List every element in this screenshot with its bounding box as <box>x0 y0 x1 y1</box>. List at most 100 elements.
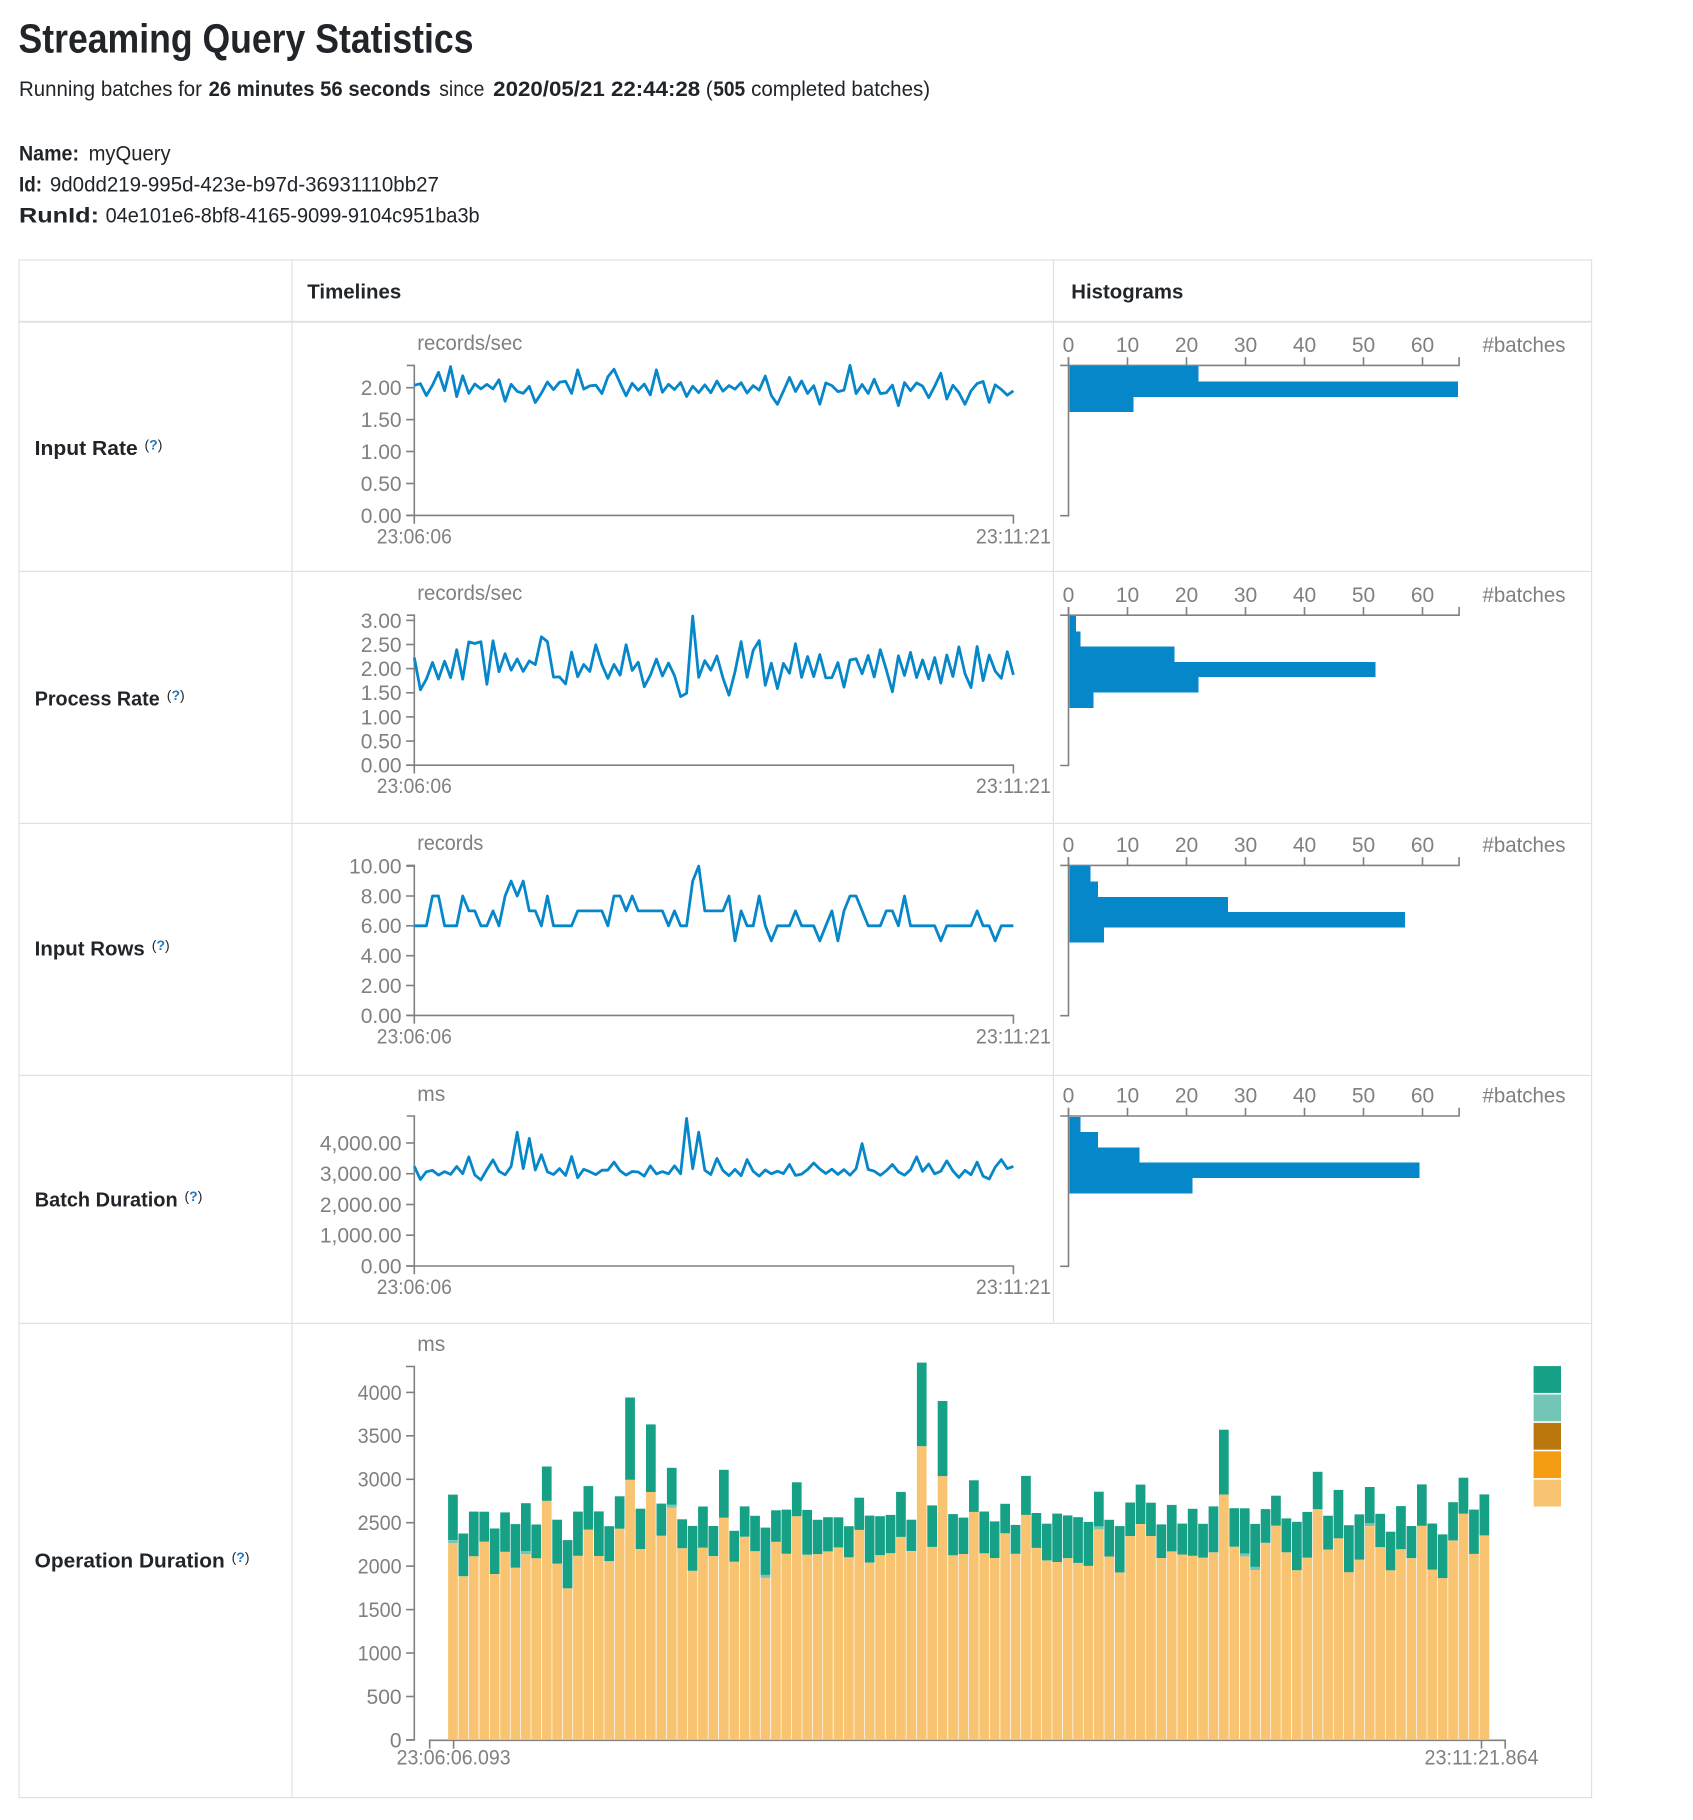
svg-text:4.00: 4.00 <box>361 945 402 968</box>
svg-text:1000: 1000 <box>358 1642 402 1665</box>
svg-text:50: 50 <box>1352 1085 1375 1108</box>
svg-text:2020/05/21 22:44:28: 2020/05/21 22:44:28 <box>493 78 700 101</box>
svg-text:20: 20 <box>1175 584 1198 607</box>
svg-text:2.50: 2.50 <box>361 634 402 657</box>
svg-text:20: 20 <box>1175 334 1198 357</box>
svg-text:23:06:06: 23:06:06 <box>377 1276 452 1299</box>
svg-text:10.00: 10.00 <box>349 856 402 879</box>
svg-text:40: 40 <box>1293 834 1316 857</box>
svg-text:1.00: 1.00 <box>361 706 402 729</box>
svg-text:2500: 2500 <box>358 1512 402 1535</box>
svg-text:2000: 2000 <box>358 1556 402 1579</box>
svg-text:50: 50 <box>1352 334 1375 357</box>
svg-text:(?): (?) <box>152 937 170 953</box>
svg-text:2.00: 2.00 <box>361 975 402 998</box>
svg-text:20: 20 <box>1175 1085 1198 1108</box>
svg-text:(: ( <box>706 78 713 101</box>
svg-text:40: 40 <box>1293 1085 1316 1108</box>
svg-text:2,000.00: 2,000.00 <box>320 1194 402 1217</box>
svg-text:0: 0 <box>1063 1085 1075 1108</box>
svg-text:23:11:21: 23:11:21 <box>976 1276 1051 1299</box>
svg-text:Id:: Id: <box>19 173 42 196</box>
svg-text:(?): (?) <box>167 687 185 703</box>
svg-text:0.00: 0.00 <box>361 1255 402 1278</box>
svg-text:30: 30 <box>1234 584 1257 607</box>
svg-text:since: since <box>439 78 484 101</box>
svg-text:500: 500 <box>367 1686 402 1709</box>
svg-text:records: records <box>417 832 483 855</box>
svg-text:ms: ms <box>417 1333 445 1356</box>
svg-text:0.50: 0.50 <box>361 473 402 496</box>
svg-text:Running batches for: Running batches for <box>19 78 202 101</box>
svg-text:0: 0 <box>1063 834 1075 857</box>
svg-text:60: 60 <box>1411 584 1434 607</box>
svg-text:9d0dd219-995d-423e-b97d-369311: 9d0dd219-995d-423e-b97d-36931110bb27 <box>50 173 439 196</box>
svg-text:40: 40 <box>1293 334 1316 357</box>
svg-text:Input Rows: Input Rows <box>35 938 145 960</box>
svg-text:ms: ms <box>417 1083 445 1106</box>
svg-text:50: 50 <box>1352 834 1375 857</box>
svg-text:completed batches): completed batches) <box>751 78 930 101</box>
svg-text:#batches: #batches <box>1483 1085 1566 1108</box>
svg-text:0: 0 <box>1063 334 1075 357</box>
svg-text:23:11:21: 23:11:21 <box>976 1025 1051 1048</box>
svg-text:60: 60 <box>1411 334 1434 357</box>
svg-text:Streaming Query Statistics: Streaming Query Statistics <box>19 15 474 61</box>
svg-text:0.00: 0.00 <box>361 505 402 528</box>
svg-text:Histograms: Histograms <box>1071 281 1183 304</box>
svg-text:30: 30 <box>1234 834 1257 857</box>
svg-text:Process Rate: Process Rate <box>35 688 160 710</box>
svg-text:1500: 1500 <box>358 1599 402 1622</box>
svg-text:#batches: #batches <box>1483 834 1566 857</box>
svg-text:30: 30 <box>1234 1085 1257 1108</box>
svg-text:1.50: 1.50 <box>361 682 402 705</box>
svg-text:records/sec: records/sec <box>417 582 522 605</box>
svg-text:505: 505 <box>713 78 745 101</box>
svg-text:1,000.00: 1,000.00 <box>320 1225 402 1248</box>
svg-text:04e101e6-8bf8-4165-9099-9104c9: 04e101e6-8bf8-4165-9099-9104c951ba3b <box>106 204 480 227</box>
svg-text:30: 30 <box>1234 334 1257 357</box>
svg-text:60: 60 <box>1411 834 1434 857</box>
svg-text:50: 50 <box>1352 584 1375 607</box>
svg-text:#batches: #batches <box>1483 584 1566 607</box>
svg-text:RunId:: RunId: <box>19 204 99 227</box>
svg-text:1.00: 1.00 <box>361 441 402 464</box>
svg-text:23:06:06: 23:06:06 <box>377 775 452 798</box>
svg-text:23:06:06: 23:06:06 <box>377 1025 452 1048</box>
svg-text:3500: 3500 <box>358 1425 402 1448</box>
svg-text:(?): (?) <box>185 1188 203 1204</box>
svg-text:60: 60 <box>1411 1085 1434 1108</box>
svg-text:Batch Duration: Batch Duration <box>35 1189 178 1211</box>
svg-text:26 minutes 56 seconds: 26 minutes 56 seconds <box>209 78 431 101</box>
svg-text:23:11:21.864: 23:11:21.864 <box>1425 1746 1539 1769</box>
svg-text:4000: 4000 <box>358 1382 402 1405</box>
svg-text:23:06:06.093: 23:06:06.093 <box>397 1746 511 1769</box>
svg-text:8.00: 8.00 <box>361 885 402 908</box>
svg-text:23:11:21: 23:11:21 <box>976 525 1051 548</box>
svg-text:23:11:21: 23:11:21 <box>976 775 1051 798</box>
svg-text:10: 10 <box>1116 1085 1139 1108</box>
svg-text:0.00: 0.00 <box>361 755 402 778</box>
svg-text:20: 20 <box>1175 834 1198 857</box>
svg-text:10: 10 <box>1116 334 1139 357</box>
svg-text:6.00: 6.00 <box>361 915 402 938</box>
svg-text:4,000.00: 4,000.00 <box>320 1132 402 1155</box>
svg-text:3,000.00: 3,000.00 <box>320 1163 402 1186</box>
svg-text:40: 40 <box>1293 584 1316 607</box>
svg-text:#batches: #batches <box>1483 334 1566 357</box>
svg-text:(?): (?) <box>145 437 163 453</box>
svg-text:3000: 3000 <box>358 1469 402 1492</box>
svg-text:1.50: 1.50 <box>361 409 402 432</box>
svg-text:0.50: 0.50 <box>361 731 402 754</box>
svg-text:2.00: 2.00 <box>361 377 402 400</box>
svg-text:(?): (?) <box>232 1549 250 1565</box>
svg-text:records/sec: records/sec <box>417 332 522 355</box>
svg-text:myQuery: myQuery <box>89 142 171 165</box>
svg-text:10: 10 <box>1116 834 1139 857</box>
svg-text:10: 10 <box>1116 584 1139 607</box>
svg-text:3.00: 3.00 <box>361 610 402 633</box>
svg-text:2.00: 2.00 <box>361 658 402 681</box>
svg-text:23:06:06: 23:06:06 <box>377 525 452 548</box>
svg-text:Input Rate: Input Rate <box>35 438 138 460</box>
svg-text:Timelines: Timelines <box>307 281 401 304</box>
